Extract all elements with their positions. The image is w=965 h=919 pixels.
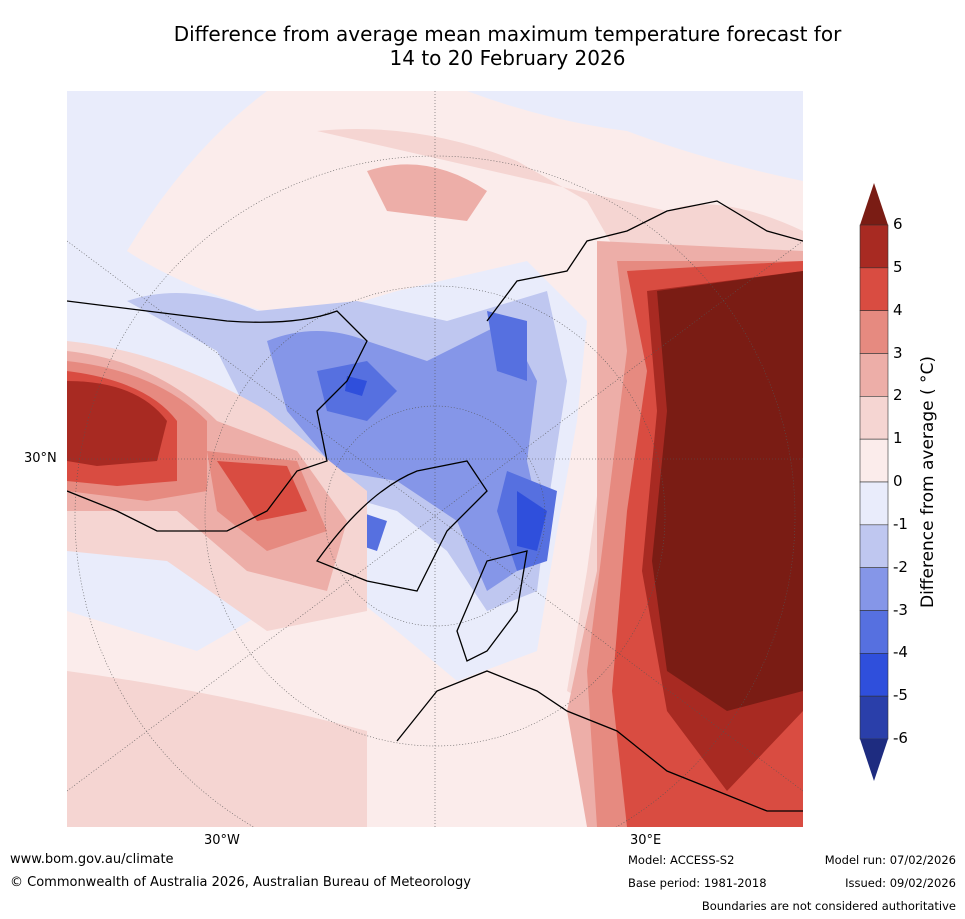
colorbar-step [859, 653, 889, 697]
colorbar-extend-high [860, 183, 888, 225]
anomaly-region-warm [652, 271, 803, 711]
colorbar-tick-label: -5 [893, 686, 908, 705]
colorbar-tick-label: 5 [893, 257, 903, 276]
colorbar-tick-label: -3 [893, 600, 908, 619]
colorbar-label: Difference from average ( °C) [918, 355, 938, 609]
colorbar-extend-low [860, 739, 888, 781]
colorbar-step [859, 353, 889, 397]
temperature-anomaly-map [67, 91, 803, 827]
footer-issued: Issued: 09/02/2026 [845, 876, 956, 890]
footer-website[interactable]: www.bom.gov.au/climate [10, 852, 174, 867]
colorbar-tick-label: 4 [893, 300, 903, 319]
anomaly-region-warm [67, 261, 803, 827]
colorbar-step [859, 438, 889, 483]
colorbar-step [859, 224, 889, 269]
colorbar-step [859, 481, 889, 526]
title-line-2: 14 to 20 February 2026 [389, 46, 626, 70]
colorbar-step [859, 524, 889, 568]
colorbar-tick-label: 1 [893, 429, 903, 448]
anomaly-region-cool [467, 91, 803, 181]
footer-model: Model: ACCESS-S2 [628, 853, 735, 867]
colorbar-tick-label: 0 [893, 472, 903, 490]
lon-label-30e: 30°E [630, 833, 662, 848]
colorbar-step [859, 567, 889, 611]
lon-label-30w: 30°W [204, 833, 240, 848]
colorbar-tick-label: -4 [893, 643, 908, 662]
anomaly-region-cool [317, 311, 557, 571]
footer-copyright: © Commonwealth of Australia 2026, Austra… [10, 875, 471, 890]
anomaly-region-cool [345, 376, 547, 551]
anomaly-region-warm [67, 671, 367, 827]
lat-label-30n: 30°N [24, 451, 57, 466]
footer-disclaimer: Boundaries are not considered authoritat… [701, 899, 956, 913]
coastlines [67, 200, 803, 812]
footer-model-run: Model run: 07/02/2026 [824, 853, 956, 867]
colorbar-step [859, 695, 889, 740]
colorbar-tick-label: 6 [893, 215, 903, 233]
colorbar-tick-label: 3 [893, 343, 903, 362]
colorbar-step [859, 310, 889, 354]
colorbar-tick-label: -2 [893, 557, 908, 576]
colorbar-tick-label: -6 [893, 729, 908, 747]
graticule [67, 91, 803, 827]
colorbar-step [859, 267, 889, 311]
colorbar [859, 183, 889, 781]
footer-base-period: Base period: 1981-2018 [628, 876, 767, 890]
colorbar-step [859, 610, 889, 654]
colorbar-tick-label: 2 [893, 386, 903, 405]
colorbar-step [859, 396, 889, 440]
colorbar-tick-label: -1 [893, 514, 908, 533]
title-line-1: Difference from average mean maximum tem… [173, 22, 842, 46]
